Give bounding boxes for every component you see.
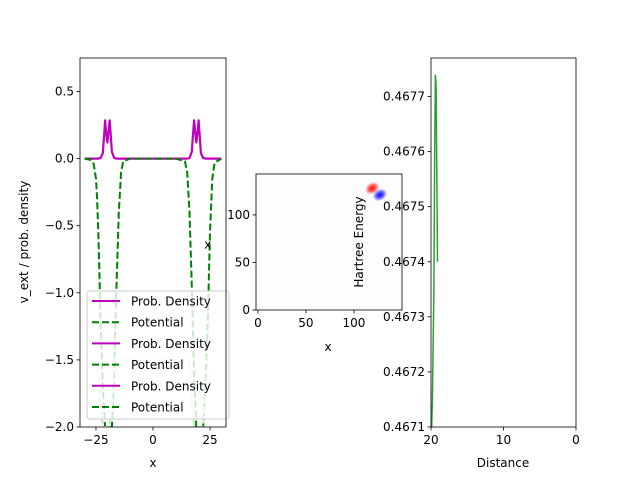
panel-energy-y-tick-label: 0.4672 [383,365,425,379]
panel-potential-y-tick-label: 0.5 [55,85,74,99]
panel-potential-y-tick-label: −2.0 [45,420,74,434]
panel-potential-x-tick-label: 0 [149,433,157,447]
panel-heatmap-x-tick-label: 50 [298,316,313,330]
panel-energy-y-tick-label: 0.4677 [383,90,425,104]
panel-energy-series [431,74,439,427]
panel-heatmap-y-tick-label: 0 [242,303,250,317]
legend-entry-label: Potential [131,358,184,372]
panel-heatmap-frame [255,173,403,311]
panel-potential-y-tick-label: −1.0 [45,286,74,300]
energy-series-line-0 [431,74,439,427]
panel-energy-x-tick-label: 0 [572,433,580,447]
legend-entry-label: Prob. Density [131,337,211,351]
panel-energy: 20 10 0 0.46710.46720.46730.46740.46750.46… [352,57,580,470]
panel-potential-x-tick-label: 25 [202,433,217,447]
panel-heatmap-y-tick-label: 50 [235,255,250,269]
panel-heatmap-x-tick-label: 100 [343,316,366,330]
panel-energy-x-tick-label: 10 [496,433,511,447]
heatmap-blob [372,188,388,202]
panel-energy-x-ticks: 20 10 0 [423,427,580,447]
panel-potential-x-tick-label: −25 [83,433,108,447]
panel-heatmap-y-ticks: 0 50 100 [227,208,256,317]
panel-potential-y-tick-label: −0.5 [45,219,74,233]
panel-heatmap-x-ticks: 0 50 100 [254,310,365,330]
legend-entry-label: Potential [131,316,184,330]
panel-potential-x-ticks: −25 0 25 [83,427,218,447]
panel-potential-x-label: x [149,456,156,470]
panel-energy-x-label: Distance [477,456,529,470]
panel-potential-y-tick-label: 0.0 [55,152,74,166]
panel-potential-annotation: x [204,238,211,252]
panel-energy-y-tick-label: 0.4673 [383,310,425,324]
panel-potential-y-tick-label: −1.5 [45,353,74,367]
panel-heatmap-image [364,181,388,202]
legend: Prob. Density Potential Prob. Density Poten… [86,290,230,420]
panel-potential-y-ticks: −2.0 −1.5 −1.0 −0.5 0.0 0.5 [45,85,80,434]
legend-entry-label: Potential [131,401,184,415]
panel-energy-y-label: Hartree Energy [352,196,366,287]
legend-box [86,290,230,420]
panel-potential-y-label: v_ext / prob. density [17,181,31,304]
panel-energy-y-tick-label: 0.4674 [383,255,425,269]
panel-potential: x Prob. Density Potential Prob. Density Pot… [17,57,230,470]
panel-energy-background [431,58,576,427]
panel-heatmap-x-label: x [324,340,331,354]
panel-energy-frame [430,57,577,428]
panel-energy-y-tick-label: 0.4675 [383,200,425,214]
panel-heatmap-y-tick-label: 100 [227,208,250,222]
panel-heatmap-x-tick-label: 0 [254,316,262,330]
panel-heatmap: 0 50 100 0 50 100 x [227,173,403,354]
panel-energy-y-tick-label: 0.4676 [383,145,425,159]
legend-entry-label: Prob. Density [131,379,211,393]
panel-energy-x-tick-label: 20 [423,433,438,447]
legend-entry-label: Prob. Density [131,295,211,309]
panel-energy-y-ticks: 0.4671 0.4672 0.4673 0.4674 0.4675 0.4676 0.46… [383,90,431,434]
panel-energy-y-tick-label: 0.4671 [383,420,425,434]
